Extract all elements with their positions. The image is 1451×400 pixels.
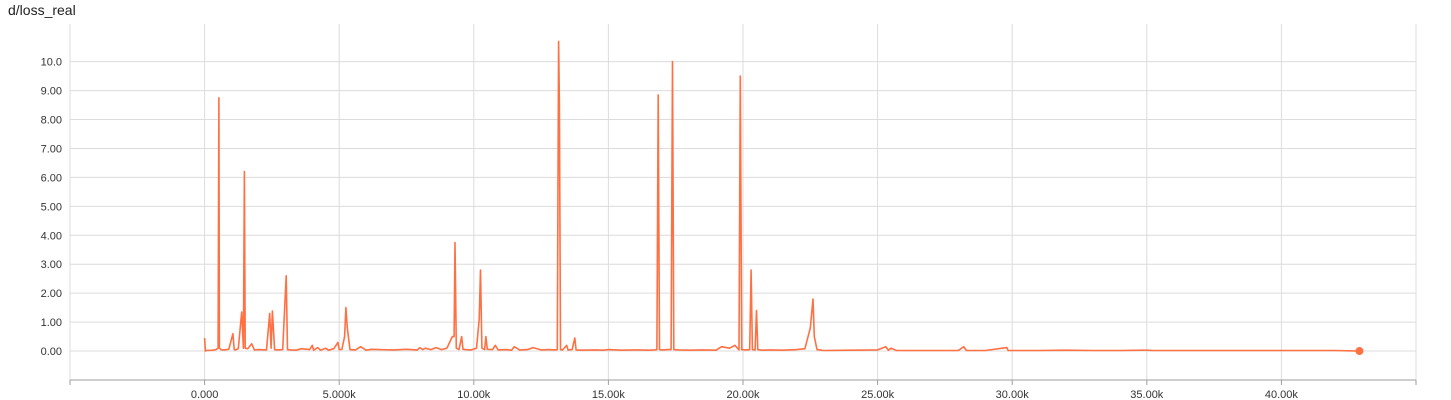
y-tick-label: 8.00 [41,115,62,127]
axes [69,379,1417,385]
y-tick-label: 0.00 [41,346,62,358]
x-tick-label: 30.00k [996,389,1030,400]
y-tick-label: 5.00 [41,201,62,213]
series-line [203,40,1360,352]
x-tick-label: 10.00k [457,389,491,400]
x-tick-label: 35.00k [1130,389,1164,400]
y-tick-label: 4.00 [41,230,62,242]
series-group [203,40,1364,356]
y-tick-label: 3.00 [41,259,62,271]
y-tick-label: 6.00 [41,172,62,184]
grid-lines [69,24,1417,380]
y-tick-label: 9.00 [41,86,62,98]
x-tick-label: 0.000 [191,389,219,400]
series-end-marker [1355,347,1364,356]
x-tick-label: 5.000k [323,389,357,400]
y-tick-labels: 0.00 1.00 2.00 3.00 4.00 5.00 6.00 7.00 8.00 9.00… [41,57,62,358]
x-tick-label: 25.00k [861,389,895,400]
y-tick-label: 2.00 [41,288,62,300]
x-tick-labels: 0.000 5.000k 10.00k 15.00k 20.00k 25.00k 30.00… [191,389,1299,400]
y-tick-label: 10.0 [41,57,62,69]
x-tick-label: 20.00k [726,389,760,400]
chart-title: d/loss_real [8,2,76,18]
y-tick-label: 7.00 [41,143,62,155]
x-tick-label: 40.00k [1265,389,1299,400]
y-tick-label: 1.00 [41,317,62,329]
x-tick-label: 15.00k [592,389,626,400]
